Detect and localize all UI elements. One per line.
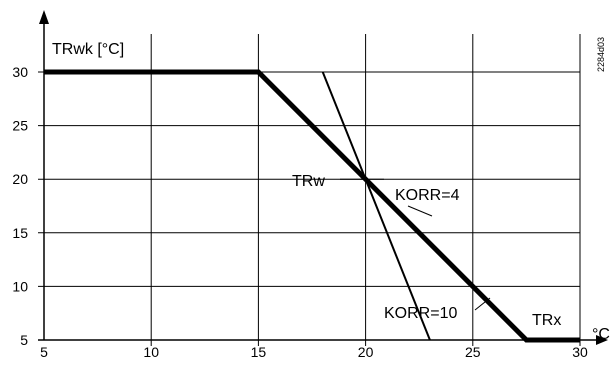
series-line-korr4 bbox=[44, 69, 580, 343]
y-tick-label-25: 25 bbox=[12, 118, 28, 134]
annotation-trw: TRw bbox=[292, 173, 325, 190]
x-tick-label-30: 30 bbox=[572, 344, 588, 360]
tick-labels: 5 10 15 20 25 30 5 10 15 20 25 30 bbox=[12, 64, 588, 360]
series-lines bbox=[44, 69, 580, 343]
series-line-korr10 bbox=[321, 71, 431, 341]
korr4-leader bbox=[407, 205, 433, 217]
x-tick-label-15: 15 bbox=[251, 344, 267, 360]
annotation-korr10: KORR=10 bbox=[384, 305, 457, 322]
x-tick-label-20: 20 bbox=[358, 344, 374, 360]
y-tick-label-10: 10 bbox=[12, 278, 28, 294]
x-axis-arrow bbox=[596, 335, 608, 345]
annotation-korr4: KORR=4 bbox=[395, 187, 460, 204]
annotation-trx: TRx bbox=[532, 312, 561, 329]
y-tick-label-5: 5 bbox=[20, 332, 28, 348]
annotation-leaders bbox=[340, 178, 491, 311]
x-axis-unit: °C bbox=[592, 326, 610, 343]
korr10-leader bbox=[474, 297, 491, 311]
y-axis-arrow bbox=[39, 10, 49, 24]
x-tick-label-5: 5 bbox=[40, 344, 48, 360]
grid bbox=[38, 34, 581, 346]
y-axis-label: TRwk [°C] bbox=[52, 41, 124, 58]
figure-code: 2284d03 bbox=[596, 37, 606, 72]
y-tick-label-15: 15 bbox=[12, 225, 28, 241]
x-tick-label-25: 25 bbox=[465, 344, 481, 360]
y-tick-label-20: 20 bbox=[12, 171, 28, 187]
x-tick-label-10: 10 bbox=[143, 344, 159, 360]
y-tick-label-30: 30 bbox=[12, 64, 28, 80]
